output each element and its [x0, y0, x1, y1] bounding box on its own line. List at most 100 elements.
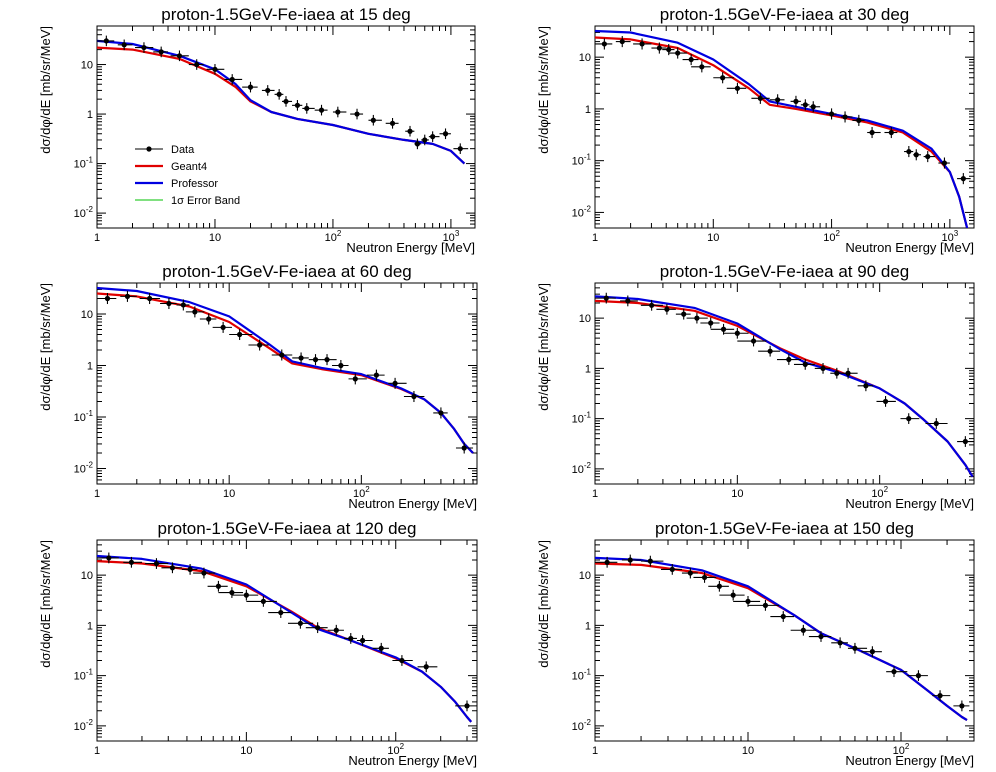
data-point	[615, 36, 631, 48]
x-axis-label: Neutron Energy [MeV]	[845, 496, 974, 511]
data-point	[758, 345, 781, 357]
x-axis-label: Neutron Energy [MeV]	[845, 753, 974, 768]
data-point	[292, 352, 309, 364]
chart-panel-2: 1 10 102 10310-210-1110proton-1.5GeV-Fe-iae…	[536, 5, 975, 255]
y-axis-label: dσ/dφ/dE [mb/sr/MeV]	[536, 283, 551, 411]
data-marker	[834, 370, 840, 376]
data-marker	[716, 583, 722, 589]
data-marker	[906, 148, 912, 155]
y-tick-label: 1	[585, 363, 591, 375]
data-point	[790, 624, 817, 636]
data-point	[861, 646, 882, 658]
x-tick-label: 10	[240, 745, 252, 757]
data-points	[97, 552, 477, 712]
professor-curve	[97, 554, 473, 723]
data-point	[248, 339, 269, 351]
data-marker	[720, 326, 727, 332]
x-tick-label-base: 10	[942, 232, 954, 244]
data-point	[170, 50, 189, 62]
chart-title: proton-1.5GeV-Fe-iaea at 15 deg	[161, 5, 411, 24]
chart-title: proton-1.5GeV-Fe-iaea at 60 deg	[162, 262, 412, 281]
x-tick-label: 103	[942, 229, 959, 244]
data-point	[292, 100, 303, 111]
x-tick-label-base: 10	[742, 745, 754, 757]
data-point	[656, 303, 676, 315]
data-point	[777, 354, 801, 365]
data-point	[884, 126, 898, 139]
data-point	[385, 118, 399, 129]
data-point	[199, 313, 217, 325]
data-marker	[166, 300, 172, 307]
legend-label: 1σ Error Band	[171, 195, 240, 207]
data-marker	[856, 117, 862, 123]
data-marker	[422, 137, 428, 143]
geant4-curve	[97, 292, 474, 454]
data-point	[188, 59, 204, 70]
x-tick-label-base: 10	[325, 232, 337, 244]
curves	[97, 554, 473, 723]
y-tick-label-base: 10	[74, 159, 86, 171]
data-marker	[243, 592, 249, 598]
data-marker	[649, 302, 655, 308]
x-tick-label-base: 1	[592, 745, 598, 757]
x-tick-label: 10	[707, 232, 719, 244]
data-point	[212, 321, 232, 333]
data-marker	[411, 393, 417, 400]
y-tick-label-base: 10	[572, 671, 584, 683]
data-point	[907, 670, 928, 682]
data-marker	[373, 372, 380, 378]
data-point	[455, 700, 477, 712]
x-tick-label: 10	[742, 745, 754, 757]
data-marker	[229, 76, 235, 83]
y-tick-label: 10-1	[572, 411, 592, 426]
data-point	[708, 580, 729, 592]
data-point	[660, 564, 682, 575]
y-axis-label: dσ/dφ/dE [mb/sr/MeV]	[38, 283, 53, 411]
y-tick-label-base: 1	[585, 104, 591, 116]
data-marker	[734, 330, 740, 336]
data-marker	[124, 293, 131, 299]
x-tick-label-exp: 2	[905, 742, 910, 751]
y-tick-label-exp: -2	[584, 461, 592, 470]
x-tick-label-base: 1	[592, 232, 598, 244]
data-point	[719, 589, 745, 601]
data-point	[274, 89, 284, 100]
y-tick-label: 10-1	[74, 409, 94, 424]
data-marker	[639, 41, 645, 47]
data-marker	[297, 620, 303, 626]
data-marker	[378, 645, 384, 651]
curves	[595, 556, 968, 722]
legend-item: Professor	[135, 178, 218, 190]
data-point	[97, 292, 117, 305]
data-marker	[333, 627, 339, 633]
chart-title: proton-1.5GeV-Fe-iaea at 150 deg	[655, 519, 914, 538]
geant4-curve	[97, 46, 466, 165]
data-point	[368, 114, 382, 126]
data-marker	[688, 56, 694, 63]
professor-curve	[595, 295, 974, 478]
data-marker	[664, 306, 670, 312]
y-tick-label: 10-1	[572, 668, 592, 683]
x-tick-label-exp: 2	[884, 485, 889, 494]
y-tick-label-base: 10	[74, 721, 86, 733]
data-marker	[215, 583, 222, 589]
data-marker	[750, 338, 757, 344]
y-tick-label: 10	[81, 570, 93, 582]
data-marker	[399, 657, 405, 664]
y-tick-label: 10-1	[74, 668, 94, 683]
data-point	[282, 96, 293, 107]
legend-item: Data	[135, 144, 195, 156]
y-tick-label: 1	[87, 361, 93, 373]
data-marker	[141, 44, 147, 51]
y-axis-label: dσ/dφ/dE [mb/sr/MeV]	[38, 540, 53, 668]
data-point	[640, 299, 663, 311]
data-marker	[180, 302, 186, 308]
y-tick-label: 10	[579, 52, 591, 64]
data-marker	[925, 153, 931, 160]
data-marker	[941, 160, 948, 166]
data-point	[682, 53, 699, 66]
data-marker	[389, 120, 396, 126]
x-tick-label-base: 1	[94, 232, 100, 244]
data-point	[790, 95, 801, 107]
